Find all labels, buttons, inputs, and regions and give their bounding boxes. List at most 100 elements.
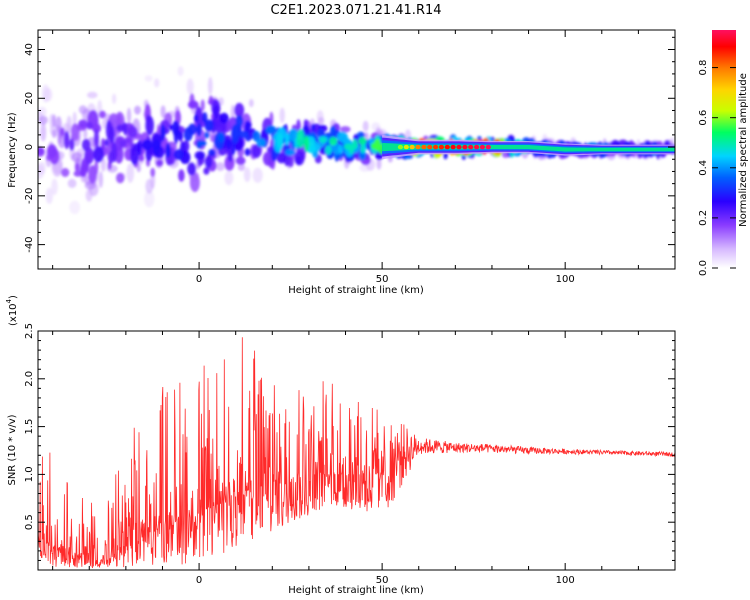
spectrogram-cell [109,125,115,144]
spectrogram-cell [194,151,206,160]
spectrogram-cell [252,130,261,142]
spectrogram-peak [444,144,450,150]
spectrogram-cell [317,117,325,125]
spectrogram-cell [296,129,305,148]
spectrogram-cell [136,164,141,173]
svg-text:(x104): (x104) [5,295,19,326]
spectrogram-cell [78,105,87,115]
spectrogram-cell [262,151,274,166]
spectrogram-peak [438,144,444,150]
x-tick-label: 0 [196,274,202,285]
spectrogram-cell [59,127,65,136]
spectrogram-cell [178,169,185,182]
spectrogram-peak [474,144,480,150]
spectrogram-cell [237,163,246,171]
spectrogram-cell [145,146,153,162]
spectrogram-cell [66,115,72,134]
spectrogram-ridge-layer [382,142,675,152]
spectrogram-cell [78,119,88,128]
colorbar-tick-label: 0.4 [698,160,709,176]
spectrogram-cell [340,126,351,133]
spectrogram-cell [177,66,184,76]
spectrogram-cell [360,143,366,154]
spectrogram-cell [86,121,93,130]
spectrogram-cell [204,156,213,168]
spectrogram-blobs [38,66,675,215]
x-tick-label: 100 [556,575,575,586]
spectrogram-cell [144,75,153,82]
spectrogram-cell [81,159,85,175]
spectrogram-cell [100,158,107,172]
spectrogram-cell [376,157,382,170]
snr-multiplier-base: (x10 [8,303,19,326]
spectrogram-cell [276,152,287,164]
y-tick-label: -40 [24,236,35,252]
spectrogram-cell [160,105,166,118]
spectrogram-cell [226,138,231,150]
spectrogram-heatmap [38,66,675,215]
spectrogram-cell [101,138,106,151]
spectrogram-ticks: 0 50 100 -40 -20 0 20 40 [24,30,676,285]
snr-ylabel: SNR (10 * v/v) [7,414,18,485]
spectrogram-panel: 0 50 100 -40 -20 0 20 40 Height of straight lin… [7,29,676,296]
spectrogram-cell [329,125,337,137]
spectrogram-cell [186,78,194,95]
spectrogram-cell [187,162,197,176]
spectrogram-cell [116,172,125,184]
y-tick-label: 0.5 [24,514,35,530]
spectrogram-cell [43,87,53,102]
spectrogram-cell [144,190,155,208]
colorbar-tick-label: 0.6 [698,110,709,126]
spectrogram-cell [64,131,70,150]
spectrogram-cell [88,165,97,184]
x-tick-label: 100 [556,274,575,285]
spectrogram-cell [183,127,193,142]
spectrogram-cell [234,102,245,118]
spectrogram-cell [84,147,94,165]
spectrogram-cell [137,139,143,156]
snr-multiplier: (x104) [5,295,19,326]
spectrogram-cell [177,131,183,141]
spectrogram-cell [67,178,77,188]
spectrogram-xlabel: Height of straight line (km) [288,285,424,296]
x-tick-label: 0 [196,575,202,586]
spectrogram-cell [165,143,171,158]
spectrogram-cell [248,99,254,108]
spectrogram-cell [38,146,45,155]
y-tick-label: 0 [24,144,35,150]
spectrogram-cell [69,138,75,151]
spectrogram-cell [243,167,251,183]
x-tick-label: 50 [376,274,389,285]
spectrogram-cell [69,200,81,215]
spectrogram-peak [409,144,415,150]
spectrogram-ylabel: Frequency (Hz) [7,112,18,188]
spectrogram-cell [104,139,110,147]
snr-frame [37,330,676,571]
spectrogram-cell [152,138,161,157]
spectrogram-peak [433,144,439,150]
spectrogram-cell [45,187,53,204]
spectrogram-cell [251,144,262,159]
spectrogram-cell [51,178,58,196]
spectrogram-cell [319,136,327,144]
spectrogram-cell [94,128,99,148]
spectrogram-cell [343,143,355,150]
colorbar-gradient [712,30,736,268]
colorbar-tick-label: 0.8 [698,60,709,76]
spectrogram-cell [218,132,225,143]
colorbar-tick-label: 0.2 [698,210,709,226]
spectrogram-cell [304,135,310,152]
spectrogram-cell [87,91,98,99]
spectrogram-peak [403,144,409,150]
spectrogram-cell [235,115,244,128]
spectrogram-cell [112,93,117,105]
spectrogram-cell [150,167,156,177]
spectrogram-cell [38,161,46,175]
snr-multiplier-exp: 4 [5,298,13,303]
spectrogram-cell [172,120,180,137]
spectrogram-cell [60,168,70,177]
spectrogram-cell [202,112,208,123]
spectrogram-cell [156,159,164,167]
spectrogram-cell [207,77,213,95]
spectrogram-cell [46,144,58,159]
